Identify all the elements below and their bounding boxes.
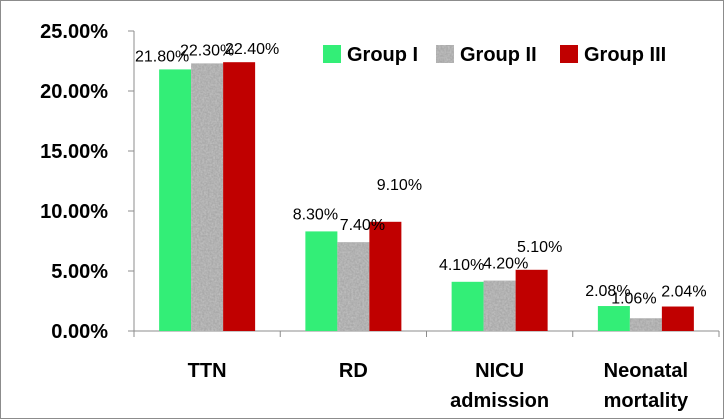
data-label: 7.40%: [340, 217, 385, 234]
legend-label: Group II: [460, 44, 537, 66]
legend-swatch: [323, 45, 341, 63]
legend-swatch: [436, 45, 454, 63]
bar: [191, 63, 224, 332]
bar: [629, 318, 662, 331]
legend-label: Group III: [584, 44, 666, 66]
data-label: 2.08%: [585, 283, 630, 300]
bars: [159, 62, 694, 332]
bar: [597, 306, 630, 331]
data-label: 1.06%: [611, 290, 656, 307]
x-category-label: admission: [450, 390, 549, 412]
bar: [661, 306, 694, 331]
y-tick-label: 25.00%: [40, 21, 108, 43]
data-label: 4.10%: [439, 257, 484, 274]
legend-swatch: [560, 45, 578, 63]
axes: 0.00% 5.00% 10.00% 15.00% 20.00% 25.00% TTN RD N…: [40, 21, 720, 412]
y-tick-label: 5.00%: [51, 261, 108, 283]
bar: [515, 269, 548, 331]
x-category-label: Neonatal: [604, 360, 688, 382]
data-label: 5.10%: [517, 239, 562, 256]
bar: [337, 242, 370, 331]
legend-label: Group I: [347, 44, 418, 66]
y-tick-label: 10.00%: [40, 201, 108, 223]
data-label: 21.80%: [135, 48, 189, 65]
y-tick-label: 20.00%: [40, 81, 108, 103]
data-label: 4.20%: [483, 256, 528, 273]
x-category-label: NICU: [475, 360, 524, 382]
bar: [451, 281, 484, 331]
y-tick-label: 15.00%: [40, 141, 108, 163]
bar: [223, 62, 256, 331]
data-label: 22.30%: [180, 42, 234, 59]
legend: Group I Group II Group III: [323, 44, 666, 66]
bar: [305, 231, 338, 331]
data-label: 22.40%: [225, 41, 279, 58]
bar: [159, 69, 192, 332]
bar: [369, 221, 402, 331]
data-label: 8.30%: [293, 206, 338, 223]
x-category-label: TTN: [188, 360, 227, 382]
data-label: 9.10%: [377, 177, 422, 194]
y-tick-label: 0.00%: [51, 321, 108, 343]
x-category-label: mortality: [604, 390, 689, 412]
data-labels: 21.80% 8.30% 4.10% 2.08% 22.30% 7.40% 4.20% 1.0…: [135, 41, 707, 307]
x-category-label: RD: [339, 360, 368, 382]
bar: [483, 280, 516, 331]
data-label: 2.04%: [661, 284, 706, 301]
